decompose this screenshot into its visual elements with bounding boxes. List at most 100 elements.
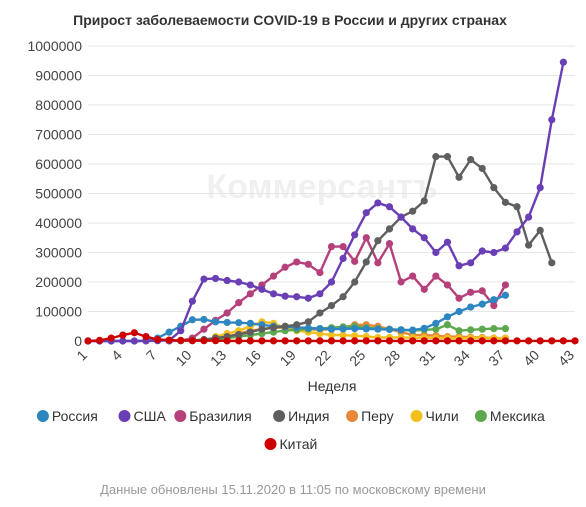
series-7-point — [107, 334, 115, 342]
series-2-point — [501, 281, 510, 289]
series-7-point — [84, 337, 92, 345]
series-0-point — [467, 303, 475, 311]
series-7-point — [188, 337, 196, 345]
series-0-point — [223, 318, 231, 327]
series-0-point — [397, 326, 405, 334]
series-7-point — [455, 337, 463, 345]
series-3-point — [420, 197, 428, 205]
series-3-point — [304, 318, 312, 326]
legend-item[interactable]: Индия — [273, 408, 329, 424]
series-1-point — [536, 184, 544, 192]
series-0-point — [374, 325, 382, 333]
series-0-point — [490, 296, 498, 304]
series-3-point — [327, 302, 336, 310]
series-2-point — [397, 278, 405, 286]
series-7-point — [478, 337, 486, 345]
legend-item[interactable]: Китай — [264, 436, 318, 452]
series-7-point — [153, 335, 162, 344]
y-tick-label: 400000 — [35, 215, 82, 231]
series-7-point — [443, 337, 452, 345]
series-7-point — [513, 337, 521, 345]
series-1-point — [409, 225, 417, 233]
series-2-line — [169, 236, 507, 343]
footnote: Данные обновлены 15.11.2020 в 11:05 по м… — [100, 482, 486, 497]
series-0-point — [327, 325, 336, 333]
legend-item[interactable]: Россия — [36, 408, 98, 424]
series-3-point — [246, 328, 254, 336]
series-2-point — [269, 272, 278, 280]
series-2 — [165, 234, 510, 345]
legend-item[interactable]: Чили — [410, 408, 459, 424]
x-axis-ticks: 1 4 7 10 13 16 19 22 25 28 31 34 37 40 43 — [73, 347, 577, 369]
series-7-point — [165, 336, 173, 344]
series-2-point — [478, 287, 486, 295]
series-3-point — [293, 321, 301, 329]
legend-marker — [346, 410, 359, 422]
series-2-point — [420, 285, 428, 293]
legend-item[interactable]: Мексика — [474, 408, 545, 424]
series-0-point — [351, 325, 359, 333]
series-3-point — [478, 164, 486, 173]
x-tick-label: 7 — [143, 347, 160, 364]
legend-marker — [273, 410, 286, 422]
series-2-point — [339, 243, 347, 251]
legend-marker — [174, 410, 187, 422]
series-0-point — [316, 325, 324, 333]
series-1-point — [281, 292, 289, 300]
series-6-point — [490, 325, 498, 333]
x-tick-label: 4 — [108, 347, 125, 364]
legend-item[interactable]: Бразилия — [174, 408, 252, 424]
legend-label: Мексика — [490, 408, 545, 424]
series-1-point — [293, 293, 301, 301]
x-tick-label: 19 — [277, 347, 299, 369]
series-7-point — [281, 337, 289, 345]
series-0-point — [478, 300, 486, 308]
series-1-point — [525, 213, 533, 221]
y-tick-label: 100000 — [35, 304, 82, 320]
series-7-point — [536, 337, 544, 345]
series-3-point — [385, 225, 394, 233]
series-1-point — [362, 209, 370, 217]
series-7-point — [269, 337, 278, 345]
series-7-point — [246, 337, 254, 345]
series-3-point — [269, 324, 278, 332]
legend-marker — [118, 410, 131, 422]
series-2-point — [374, 259, 382, 267]
series-1-point — [188, 297, 196, 305]
series-1-point — [246, 281, 254, 289]
series-3-point — [455, 173, 463, 181]
series-layer — [84, 58, 579, 345]
series-7-point — [525, 337, 533, 345]
legend-label: Чили — [426, 408, 459, 424]
series-6-point — [443, 321, 452, 329]
legend-label: Перу — [361, 408, 393, 424]
series-7-point — [362, 337, 370, 345]
series-2-point — [490, 302, 498, 310]
legend: Россия США Бразилия Индия Перу Чили Мексика Кит… — [36, 408, 545, 452]
x-tick-label: 40 — [520, 347, 542, 369]
series-5-point — [351, 332, 359, 340]
y-axis-ticks: 0 100000 200000 300000 400000 500000 600000 700… — [27, 38, 82, 349]
legend-item[interactable]: Перу — [346, 408, 394, 424]
series-2-point — [351, 257, 359, 265]
legend-label: Индия — [288, 408, 329, 424]
x-tick-label: 37 — [485, 347, 507, 369]
series-1-point — [339, 254, 347, 262]
series-1-point — [478, 247, 486, 255]
series-7-point — [339, 337, 347, 345]
series-0-point — [200, 315, 208, 324]
series-3-point — [281, 322, 289, 330]
series-1-point — [548, 116, 556, 124]
series-7-point — [409, 337, 417, 345]
series-3-point — [443, 153, 452, 161]
series-0-point — [420, 324, 428, 332]
legend-label: США — [134, 408, 167, 424]
legend-item[interactable]: США — [118, 408, 167, 424]
series-0-point — [211, 318, 220, 326]
series-3-point — [467, 155, 475, 164]
series-7-point — [327, 337, 336, 345]
series-0-point — [501, 291, 510, 299]
series-7-point — [200, 337, 208, 345]
x-tick-label: 31 — [416, 347, 438, 369]
